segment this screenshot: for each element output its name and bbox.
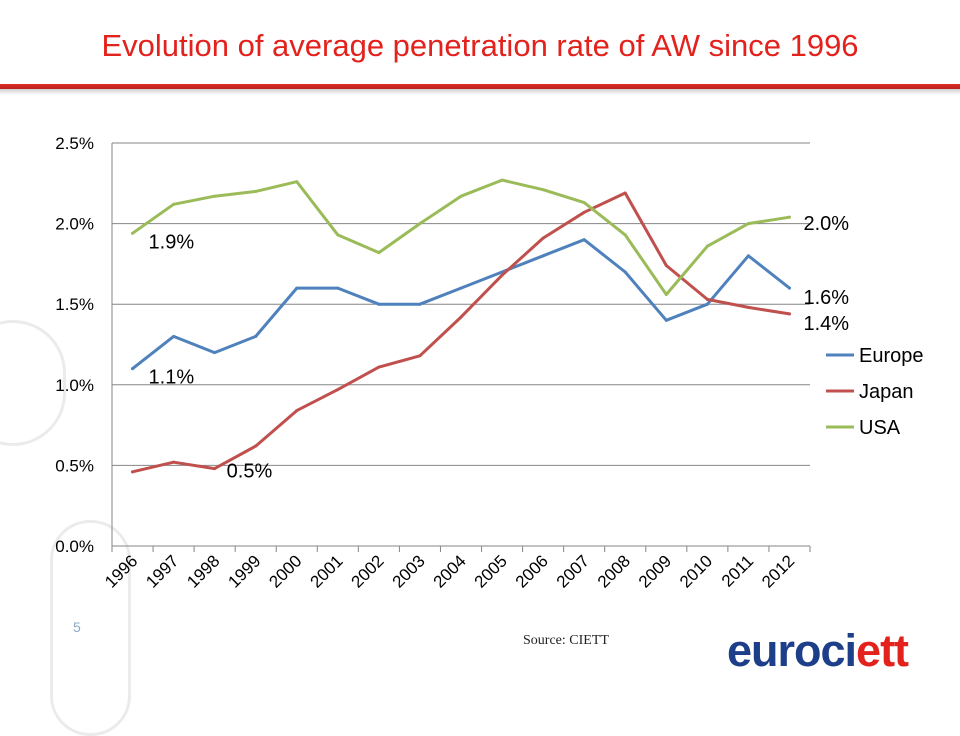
x-tick-label: 2003 bbox=[389, 551, 429, 591]
data-label: 0.5% bbox=[227, 461, 273, 483]
x-tick-label: 2004 bbox=[430, 551, 470, 591]
data-point-europe bbox=[254, 334, 258, 338]
legend-label: USA bbox=[859, 417, 901, 439]
data-point-usa bbox=[336, 233, 340, 237]
data-point-usa bbox=[213, 194, 217, 198]
x-tick-label: 1996 bbox=[101, 551, 141, 591]
data-label: 1.6% bbox=[803, 287, 849, 309]
x-tick-label: 1997 bbox=[142, 551, 182, 591]
x-tick-label: 2005 bbox=[471, 551, 511, 591]
y-tick-label: 1.5% bbox=[55, 295, 94, 314]
data-point-usa bbox=[705, 244, 709, 248]
x-tick-label: 1999 bbox=[224, 551, 264, 591]
data-point-europe bbox=[295, 286, 299, 290]
x-tick-label: 2009 bbox=[635, 551, 675, 591]
x-tick-label: 2006 bbox=[512, 551, 552, 591]
legend-label: Japan bbox=[859, 381, 914, 403]
data-point-japan bbox=[131, 470, 135, 474]
data-point-japan bbox=[172, 460, 176, 464]
data-label: 1.9% bbox=[149, 231, 195, 253]
y-tick-label: 1.0% bbox=[55, 376, 94, 395]
data-point-usa bbox=[131, 231, 135, 235]
x-tick-label: 2011 bbox=[718, 551, 757, 590]
data-point-europe bbox=[377, 302, 381, 306]
data-point-japan bbox=[541, 236, 545, 240]
data-point-usa bbox=[541, 188, 545, 192]
data-point-japan bbox=[254, 444, 258, 448]
data-point-usa bbox=[746, 222, 750, 226]
page-number: 5 bbox=[73, 619, 81, 635]
logo-part-1: euroci bbox=[727, 625, 857, 676]
data-point-japan bbox=[500, 273, 504, 277]
data-point-japan bbox=[787, 312, 791, 316]
data-point-japan bbox=[295, 409, 299, 413]
data-point-europe bbox=[623, 270, 627, 274]
data-point-europe bbox=[787, 286, 791, 290]
data-point-usa bbox=[254, 189, 258, 193]
y-tick-label: 0.0% bbox=[55, 537, 94, 556]
data-point-usa bbox=[787, 215, 791, 219]
data-point-usa bbox=[582, 201, 586, 205]
data-label: 1.1% bbox=[149, 367, 195, 389]
x-tick-label: 2002 bbox=[348, 551, 388, 591]
x-tick-label: 2000 bbox=[265, 551, 305, 591]
data-point-japan bbox=[705, 297, 709, 301]
data-point-europe bbox=[705, 302, 709, 306]
data-point-europe bbox=[418, 302, 422, 306]
x-tick-label: 1998 bbox=[183, 551, 223, 591]
eurociett-logo: eurociett bbox=[727, 625, 909, 676]
data-point-usa bbox=[418, 222, 422, 226]
data-point-europe bbox=[541, 254, 545, 258]
data-point-europe bbox=[172, 334, 176, 338]
x-tick-label: 2010 bbox=[676, 551, 716, 591]
source-note: Source: CIETT bbox=[523, 633, 609, 648]
data-point-japan bbox=[623, 191, 627, 195]
data-point-usa bbox=[459, 194, 463, 198]
page-title: Evolution of average penetration rate of… bbox=[101, 28, 859, 63]
legend-label: Europe bbox=[859, 345, 924, 367]
title-rule-shadow bbox=[0, 89, 960, 95]
data-point-usa bbox=[172, 202, 176, 206]
x-tick-label: 2001 bbox=[306, 551, 346, 591]
y-tick-label: 2.5% bbox=[55, 134, 94, 153]
data-point-usa bbox=[664, 293, 668, 297]
title-rule bbox=[0, 84, 960, 89]
data-label: 2.0% bbox=[803, 213, 849, 235]
series-line-japan bbox=[131, 191, 791, 474]
data-point-japan bbox=[377, 365, 381, 369]
x-tick-label: 2012 bbox=[758, 551, 798, 591]
y-tick-label: 2.0% bbox=[55, 215, 94, 234]
data-point-europe bbox=[459, 286, 463, 290]
line-chart: 0.0% 0.5% 1.0% 1.5% 2.0% 2.5% 1996 1997 1998 1999… bbox=[55, 134, 924, 592]
data-point-japan bbox=[418, 354, 422, 358]
data-point-usa bbox=[295, 180, 299, 184]
data-point-europe bbox=[131, 367, 135, 371]
data-point-japan bbox=[746, 305, 750, 309]
data-point-europe bbox=[582, 238, 586, 242]
data-point-europe bbox=[213, 351, 217, 355]
x-tick-label: 2008 bbox=[594, 551, 634, 591]
x-tick-label: 2007 bbox=[553, 551, 593, 591]
data-point-usa bbox=[623, 233, 627, 237]
data-point-japan bbox=[213, 467, 217, 471]
y-tick-label: 0.5% bbox=[55, 456, 94, 475]
data-point-japan bbox=[582, 210, 586, 214]
data-point-europe bbox=[664, 318, 668, 322]
data-label: 1.4% bbox=[803, 313, 849, 335]
data-point-japan bbox=[664, 264, 668, 268]
logo-part-2: ett bbox=[856, 625, 909, 676]
data-point-usa bbox=[500, 178, 504, 182]
data-point-europe bbox=[746, 254, 750, 258]
data-point-usa bbox=[377, 251, 381, 255]
data-point-europe bbox=[336, 286, 340, 290]
data-point-japan bbox=[336, 388, 340, 392]
data-point-japan bbox=[459, 315, 463, 319]
